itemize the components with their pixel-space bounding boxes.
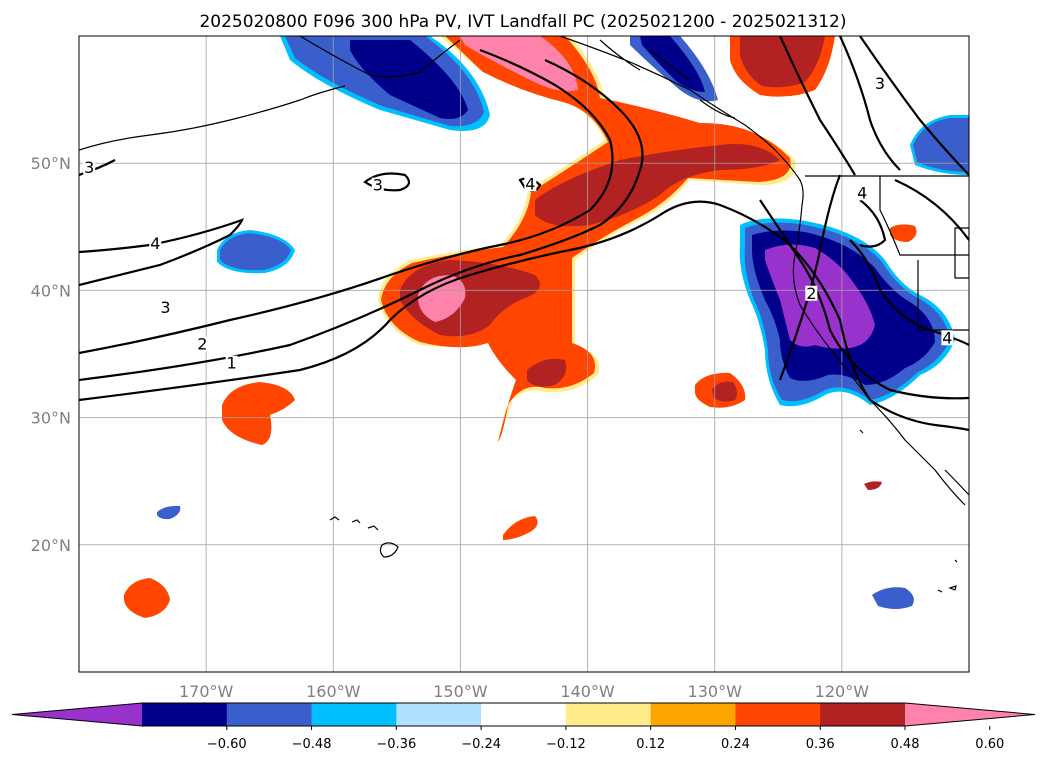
ivt-plume-small-core bbox=[527, 358, 567, 387]
contour-label-6: 4 bbox=[525, 174, 535, 193]
contour-label-7: 3 bbox=[875, 74, 885, 93]
lon-tick-label-2: 150°W bbox=[433, 682, 488, 701]
colorbar-tick-label-4: −0.12 bbox=[546, 737, 586, 752]
contour-label-9: 2 bbox=[806, 284, 816, 303]
contour-label-3: 2 bbox=[197, 335, 207, 354]
contour-label-bg-6 bbox=[524, 176, 537, 192]
contour-label-bg-5 bbox=[371, 177, 384, 193]
positive-anomaly-ne-core bbox=[740, 36, 825, 88]
gridlines bbox=[79, 36, 969, 672]
contour-label-1: 4 bbox=[150, 234, 160, 253]
colorbar-extend-high bbox=[905, 703, 1035, 726]
negative-anomaly-nw-core bbox=[350, 40, 468, 119]
lat-tick-label-2: 30°N bbox=[31, 409, 71, 428]
pv-contour-2 bbox=[79, 58, 969, 400]
pv-contour-3 bbox=[79, 36, 901, 355]
colorbar-segment-1 bbox=[226, 703, 313, 726]
colorbar-tick-label-6: 0.24 bbox=[721, 737, 750, 752]
lat-tick-labels: 50°N 40°N 30°N 20°N bbox=[31, 154, 71, 555]
contour-label-bg-3 bbox=[196, 336, 209, 352]
map-title: 2025020800 F096 300 hPa PV, IVT Landfall… bbox=[199, 12, 846, 32]
positive-anomaly-sw bbox=[222, 382, 295, 445]
lat-tick-label-1: 40°N bbox=[31, 281, 71, 300]
contour-label-bg-2 bbox=[159, 299, 172, 315]
ivt-plume-main bbox=[381, 36, 791, 442]
colorbar-tick-label-7: 0.36 bbox=[806, 737, 835, 752]
colorbar-segment-6 bbox=[650, 703, 736, 726]
negative-anomaly-south-west-small bbox=[157, 505, 181, 520]
positive-anomaly-central-core bbox=[712, 381, 738, 402]
coastline-canada-border bbox=[805, 175, 969, 331]
colorbar: −0.60 −0.48 −0.36 −0.24 −0.12 0.12 0.24 0.36 0.4… bbox=[11, 702, 1036, 752]
negative-anomaly-gulf-ak-core bbox=[640, 36, 705, 92]
lon-tick-label-3: 140°W bbox=[560, 682, 615, 701]
ivt-plume-max-lower bbox=[418, 275, 466, 322]
lon-tick-label-0: 170°W bbox=[179, 682, 234, 701]
coastline-mexico-islands bbox=[859, 429, 958, 593]
negative-anomaly-south-small bbox=[872, 587, 914, 609]
coastline-gulf-alaska bbox=[559, 36, 804, 206]
colorbar-segment-3 bbox=[396, 703, 482, 726]
shaded-field-layer bbox=[124, 36, 969, 618]
contour-label-bg-7 bbox=[874, 75, 886, 91]
contour-label-bg-10 bbox=[941, 330, 954, 346]
coastline-hawaii bbox=[329, 516, 399, 558]
coastlines bbox=[79, 36, 969, 593]
colorbar-tick-label-8: 0.48 bbox=[891, 737, 920, 752]
lon-tick-labels: 170°W 160°W 150°W 140°W 130°W 120°W bbox=[179, 682, 869, 701]
contour-label-0: 3 bbox=[84, 158, 94, 177]
coastline-us-west bbox=[792, 204, 969, 506]
positive-anomaly-baja bbox=[890, 224, 917, 242]
positive-anomaly-hawaii-ne bbox=[503, 516, 538, 540]
pv-contour-4 bbox=[79, 36, 969, 381]
colorbar-segment-8 bbox=[820, 703, 906, 726]
contour-label-8: 4 bbox=[857, 183, 867, 202]
colorbar-tick-label-0: −0.60 bbox=[207, 737, 247, 752]
pv-contours bbox=[79, 36, 969, 432]
colorbar-outline bbox=[11, 702, 1036, 727]
contour-label-bg-8 bbox=[856, 185, 869, 201]
colorbar-tick-label-2: −0.36 bbox=[376, 737, 416, 752]
lon-tick-label-1: 160°W bbox=[306, 682, 361, 701]
ivt-plume-max-upper bbox=[460, 36, 578, 92]
lat-tick-label-3: 20°N bbox=[31, 536, 71, 555]
lon-tick-label-5: 120°W bbox=[815, 682, 870, 701]
lat-tick-label-0: 50°N bbox=[31, 154, 71, 173]
contour-label-bg-1 bbox=[149, 236, 162, 252]
colorbar-tick-label-9: 0.60 bbox=[975, 737, 1004, 752]
contour-label-bg-0 bbox=[83, 159, 96, 175]
ivt-plume-core-upper bbox=[535, 144, 780, 227]
positive-anomaly-small-se bbox=[864, 481, 882, 490]
colorbar-segment-2 bbox=[311, 703, 397, 726]
map-frame bbox=[78, 35, 970, 673]
contour-label-10: 4 bbox=[942, 328, 952, 347]
contour-label-5: 3 bbox=[373, 176, 383, 195]
lon-tick-label-4: 130°W bbox=[688, 682, 743, 701]
contour-label-bg-4 bbox=[225, 355, 238, 371]
colorbar-segment-4 bbox=[481, 703, 567, 726]
colorbar-segment-7 bbox=[735, 703, 821, 726]
pv-contour-1 bbox=[79, 200, 969, 432]
colorbar-tick-label-1: −0.48 bbox=[292, 737, 332, 752]
colorbar-segment-5 bbox=[565, 703, 652, 726]
positive-anomaly-far-sw bbox=[124, 578, 170, 618]
contour-label-2: 3 bbox=[160, 298, 170, 317]
contour-label-4: 1 bbox=[226, 354, 236, 373]
contour-label-bg-9 bbox=[805, 285, 818, 301]
coastline-alaska-aleutians bbox=[79, 36, 461, 151]
colorbar-extend-low bbox=[12, 703, 142, 726]
colorbar-segment-0 bbox=[142, 703, 228, 726]
colorbar-tick-label-3: −0.24 bbox=[461, 737, 501, 752]
colorbar-tick-label-5: 0.12 bbox=[636, 737, 665, 752]
negative-anomaly-west-small-core bbox=[220, 233, 291, 271]
